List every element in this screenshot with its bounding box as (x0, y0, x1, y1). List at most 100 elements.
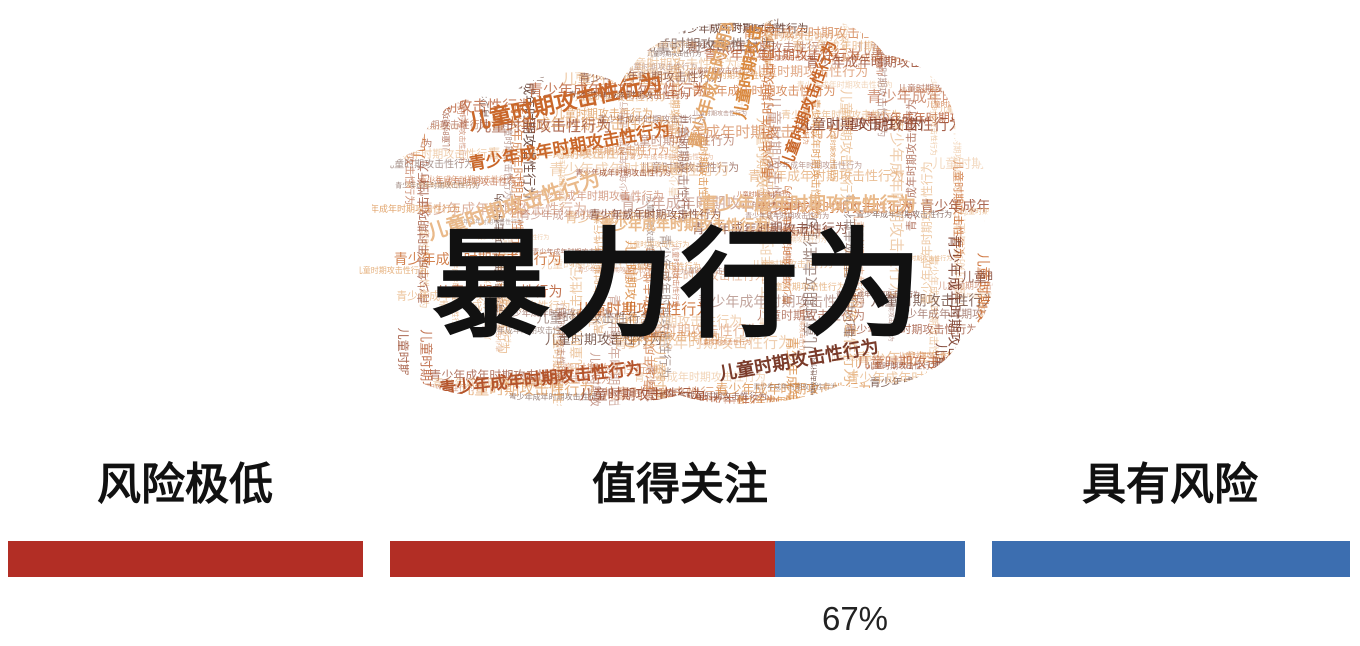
word-cloud-word: 青少年成年时期攻击性行为 (745, 211, 829, 220)
word-cloud-word: 儿童时期攻击性行为 (555, 302, 567, 383)
word-cloud-word: 儿童时期攻击性行为 (629, 261, 701, 271)
word-cloud-word: 青少年成年时期攻击性行为 (762, 23, 777, 179)
word-cloud-word: 儿童时期攻击性行为 (355, 265, 427, 275)
word-cloud-word: 儿童时期攻击性行为 (961, 207, 1024, 216)
word-cloud-word: 儿童时期攻击性行为 (798, 116, 924, 133)
word-cloud-word: 儿童时期攻击性行为 (759, 54, 813, 62)
word-cloud-word: 儿童时期攻击性行为 (754, 118, 771, 244)
word-cloud-word: 青少年成年时期攻击性行为 (394, 34, 502, 46)
word-cloud-word: 青少年成年时期攻击性行为 (353, 27, 362, 111)
word-cloud-word: 儿童时期攻击性行为 (681, 266, 744, 275)
word-cloud-word: 儿童时期攻击性行为 (502, 119, 514, 200)
word-cloud-word: 青少年成年时期攻击性行为 (478, 0, 491, 118)
word-cloud-word: 青少年成年时期攻击性行为 (406, 181, 478, 189)
bar-worth-attention (390, 541, 965, 577)
word-cloud-word: 儿童时期攻击性行为 (871, 292, 997, 309)
word-cloud-word: 儿童时期攻击性行为 (754, 30, 844, 43)
word-cloud-word: 儿童时期攻击性行为 (952, 199, 967, 307)
word-cloud-word: 青少年成年时期攻击性行为 (419, 202, 587, 218)
word-cloud-word: 儿童时期攻击性行为 (983, 220, 1037, 228)
word-cloud-word: 青少年成年时期攻击性行为 (856, 209, 952, 219)
word-cloud-word: 青少年成年时期攻击性行为 (755, 230, 827, 238)
word-cloud-word: 儿童时期攻击性行为 (589, 352, 603, 420)
word-cloud-word: 青少年成年时期攻击性行为 (982, 45, 1138, 60)
word-cloud-word: 青少年成年时期攻击性行为 (867, 88, 1047, 106)
word-cloud-word: 青少年成年时期攻击性行为 (495, 268, 504, 352)
bar-worth-attention-rest (775, 541, 965, 577)
word-cloud-word: 青少年成年时期攻击性行为 (405, 40, 489, 49)
word-cloud-word: 儿童时期攻击性行为 (483, 277, 492, 340)
word-cloud-word: 儿童时期攻击性行为 (545, 332, 662, 348)
word-cloud-word: 青少年成年时期攻击性行为 (920, 161, 934, 305)
word-cloud-word: 青少年成年时期攻击性行为 (433, 375, 565, 389)
label-worth-attention: 值得关注 (592, 459, 768, 510)
word-cloud-word: 儿童时期攻击性行为 (412, 42, 428, 159)
word-cloud-word: 儿童时期攻击性行为 (641, 164, 704, 173)
word-cloud-word: 青少年成年时期攻击性行为 (920, 199, 1088, 215)
word-cloud-word: 青少年成年时期攻击性行为 (669, 46, 681, 154)
word-cloud-word: 儿童时期攻击性行为 (603, 329, 666, 338)
word-cloud-word: 青少年成年时期攻击性行为 (356, 76, 524, 92)
word-cloud-word: 儿童时期攻击性行为 (554, 106, 653, 120)
word-cloud-word: 青少年成年时期攻击性行为 (592, 215, 605, 335)
word-cloud-word: 青少年成年时期攻击性行为 (658, 234, 672, 378)
word-cloud-word: 儿童时期攻击性行为 (651, 350, 667, 421)
word-cloud-word: 儿童时期攻击性行为 (635, 323, 761, 340)
word-cloud-word: 青少年成年时期攻击性行为 (901, 86, 985, 95)
word-cloud-word: 青少年成年时期攻击性行为 (781, 108, 901, 121)
word-cloud-word: 儿童时期攻击性行为 (353, 98, 361, 152)
word-cloud-word: 儿童时期攻击性行为 (765, 95, 783, 230)
word-cloud-word: 儿童时期攻击性行为 (610, 411, 682, 420)
word-cloud-word: 儿童时期攻击性行为 (798, 303, 806, 357)
word-cloud-word: 儿童时期攻击性行为 (408, 68, 489, 80)
word-cloud-word: 青少年成年时期攻击性行为 (477, 233, 549, 241)
word-cloud-word: 青少年成年时期攻击性行为 (504, 307, 612, 319)
word-cloud-word: 儿童时期攻击性行为 (570, 143, 669, 157)
word-cloud-word: 儿童时期攻击性行为 (952, 160, 966, 259)
word-cloud-word: 儿童时期攻击性行为 (551, 327, 565, 420)
word-cloud-word: 儿童时期攻击性行为 (497, 379, 551, 387)
word-cloud-word: 儿童时期攻击性行为 (521, 373, 611, 386)
word-cloud-word: 青少年成年时期攻击性行为 (929, 72, 938, 156)
word-cloud-word: 青少年成年时期攻击性行为 (700, 193, 916, 215)
word-cloud-word: 青少年成年时期攻击性行为 (569, 90, 653, 99)
word-cloud: 儿童时期攻击性行为青少年成年时期攻击性行为儿童时期攻击性行为青少年成年时期攻击性… (351, 0, 1138, 421)
word-cloud-word: 儿童时期攻击性行为 (550, 361, 658, 376)
word-cloud-word: 青少年成年时期攻击性行为 (781, 185, 794, 305)
word-cloud-word: 儿童时期攻击性行为 (802, 217, 820, 352)
word-cloud-word: 青少年成年时期攻击性行为 (753, 382, 837, 391)
word-cloud-word: 青少年成年时期攻击性行为 (843, 194, 857, 338)
word-cloud-word: 青少年成年时期攻击性行为 (606, 294, 621, 420)
word-cloud-word: 儿童时期攻击性行为 (757, 307, 865, 322)
word-cloud-word: 儿童时期攻击性行为 (1005, 383, 1104, 397)
word-cloud-word: 青少年成年时期攻击性行为 (394, 252, 562, 268)
word-cloud-word: 儿童时期攻击性行为 (351, 137, 432, 149)
word-cloud-word: 青少年成年时期攻击性行为 (642, 247, 656, 391)
word-cloud-word: 青少年成年时期攻击性行为 (644, 366, 657, 420)
word-cloud-word: 儿童时期攻击性行为 (898, 410, 907, 420)
word-cloud-word: 青少年成年时期攻击性行为 (578, 266, 650, 274)
word-cloud-word: 青少年成年时期攻击性行为 (738, 201, 822, 210)
word-cloud-word: 青少年成年时期攻击性行为 (490, 115, 670, 133)
word-cloud-word: 儿童时期攻击性行为 (580, 386, 706, 403)
word-cloud-word: 青少年成年时期攻击性行为 (565, 211, 721, 226)
word-cloud-word: 儿童时期攻击性行为 (511, 31, 592, 43)
word-cloud-word: 青少年成年时期攻击性行为 (927, 256, 940, 376)
word-cloud-word: 儿童时期攻击性行为 (898, 254, 952, 262)
word-cloud-word: 青少年成年时期攻击性行为 (634, 370, 766, 384)
word-cloud-word: 儿童时期攻击性行为 (641, 36, 776, 54)
word-cloud-word: 儿童时期攻击性行为 (647, 50, 701, 58)
word-cloud-word: 儿童时期攻击性行为 (575, 91, 665, 104)
word-cloud-word: 青少年成年时期攻击性行为 (692, 222, 848, 237)
word-cloud-word: 青少年成年时期攻击性行为 (949, 85, 1129, 103)
word-cloud-word: 青少年成年时期攻击性行为 (549, 161, 729, 179)
word-cloud-word: 儿童时期攻击性行为 (898, 350, 961, 359)
word-cloud-word: 青少年成年时期攻击性行为 (836, 290, 920, 299)
word-cloud-word: 儿童时期攻击性行为 (537, 10, 627, 23)
bar-very-low-risk-fill (8, 541, 363, 577)
word-cloud-word: 青少年成年时期攻击性行为 (623, 268, 767, 282)
word-cloud-word: 儿童时期攻击性行为 (690, 66, 753, 75)
word-cloud-word: 儿童时期攻击性行为 (602, 385, 728, 402)
word-cloud-word: 儿童时期攻击性行为 (521, 52, 629, 67)
word-cloud-word: 儿童时期攻击性行为 (737, 190, 791, 198)
